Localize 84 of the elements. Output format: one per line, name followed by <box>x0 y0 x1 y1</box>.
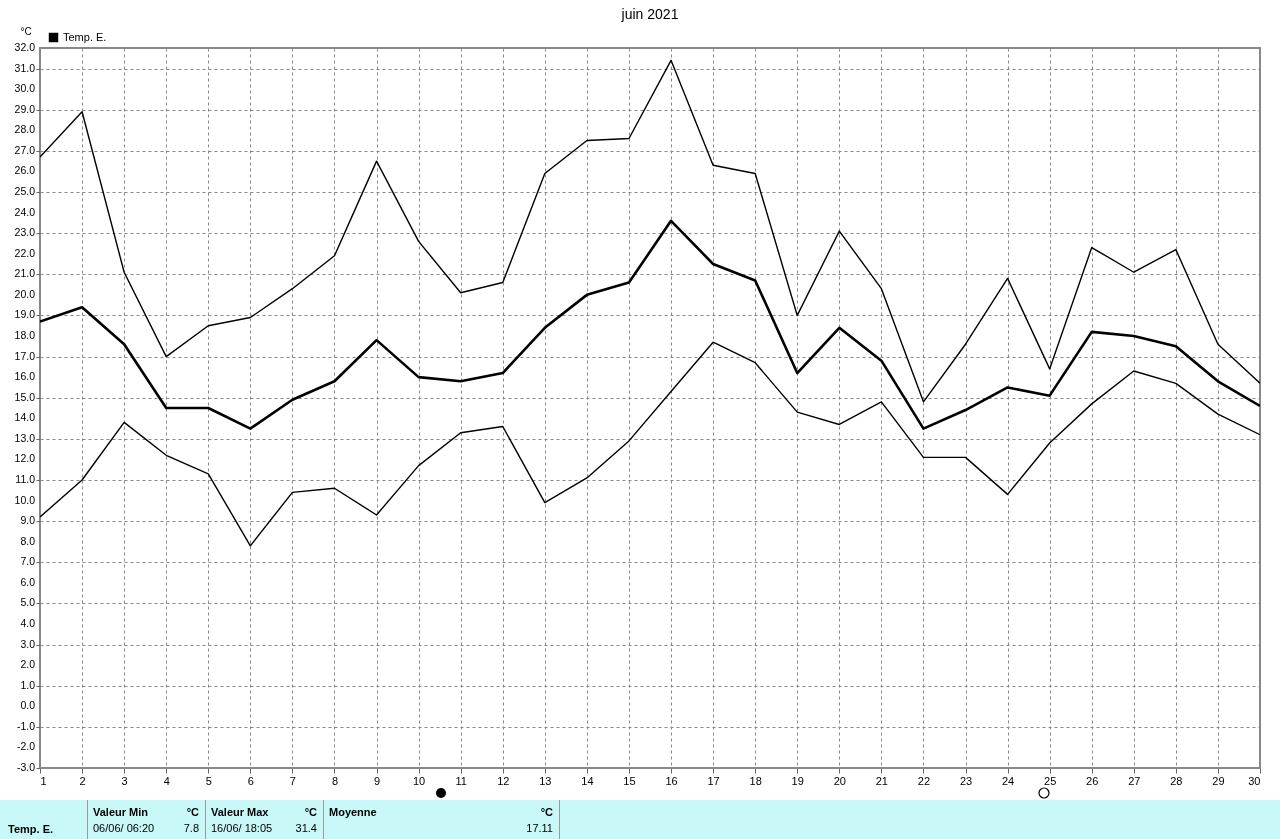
text: °C <box>186 806 199 818</box>
y-tick-label: 4.0 <box>20 617 36 629</box>
x-tick-label: 7 <box>289 774 296 787</box>
y-tick-label: 23.0 <box>14 226 36 239</box>
x-tick-label: 14 <box>581 774 594 787</box>
y-tick-label: 13.0 <box>14 431 36 444</box>
y-tick-label: 8.0 <box>20 534 36 547</box>
y-axis-title: °C <box>20 25 32 37</box>
text: Valeur Max <box>211 806 269 818</box>
y-tick-label: 29.0 <box>14 102 36 115</box>
line-series <box>40 59 1260 403</box>
y-tick-label: 1.0 <box>20 678 36 691</box>
text: Valeur Min <box>93 806 149 818</box>
y-tick-label: 22.0 <box>14 246 36 259</box>
x-tick-label: 22 <box>917 774 931 787</box>
x-tick-label: 18 <box>749 774 762 787</box>
x-tick-label: 3 <box>121 774 128 787</box>
y-tick-label: 3.0 <box>20 637 36 650</box>
x-tick-label: 20 <box>833 774 846 787</box>
text: Temp. E. <box>8 823 54 835</box>
text: 06/06/ 06:20 <box>93 822 155 834</box>
text: 16/06/ 18:05 <box>211 822 273 834</box>
x-tick-label: 25 <box>1044 774 1057 787</box>
line-series <box>40 219 1260 430</box>
text: 17.11 <box>526 822 553 834</box>
y-tick-label: -1.0 <box>16 719 36 732</box>
x-tick-label: 24 <box>1001 774 1015 787</box>
y-tick-label: 11.0 <box>15 473 36 485</box>
y-tick-label: 17.0 <box>14 349 36 362</box>
x-tick-label: 9 <box>373 774 381 787</box>
x-tick-label: 19 <box>791 774 804 787</box>
y-tick-label: 14.0 <box>14 411 36 424</box>
x-tick-label: 15 <box>623 774 636 787</box>
y-tick-label: 6.0 <box>20 575 36 588</box>
y-tick-label: 5.0 <box>20 596 36 609</box>
y-tick-label: 31.0 <box>14 61 36 74</box>
y-tick-label: 0.0 <box>20 699 36 712</box>
y-tick-label: 21.0 <box>14 267 36 280</box>
x-tick-label: 21 <box>875 774 888 787</box>
y-tick-label: 7.0 <box>20 555 36 568</box>
x-tick-label: 10 <box>413 774 426 787</box>
text: 31.4 <box>295 822 317 834</box>
line-series <box>40 341 1260 547</box>
x-tick-label: 26 <box>1086 774 1099 787</box>
x-tick-label: 28 <box>1170 774 1183 787</box>
x-tick-label: 12 <box>497 774 510 787</box>
x-tick-label: 13 <box>539 774 552 787</box>
y-tick-label: -3.0 <box>16 761 36 773</box>
y-tick-label: 9.0 <box>20 514 36 527</box>
chart-title: juin 2021 <box>620 6 679 22</box>
x-tick-label: 27 <box>1128 774 1141 787</box>
x-tick-label: 8 <box>331 774 339 787</box>
text: °C <box>540 806 553 818</box>
y-tick-label: 18.0 <box>14 329 36 341</box>
x-tick-label: 11 <box>455 774 467 787</box>
y-tick-label: 27.0 <box>14 143 36 156</box>
text: Moyenne <box>329 806 377 818</box>
text: 7.8 <box>183 822 199 834</box>
x-tick-label: 16 <box>665 774 678 787</box>
y-tick-label: 12.0 <box>14 452 36 465</box>
x-tick-label: 2 <box>79 774 86 787</box>
y-tick-label: 28.0 <box>14 123 36 136</box>
x-tick-label: 4 <box>163 774 170 787</box>
x-tick-label: 23 <box>959 774 973 787</box>
legend-label: Temp. E. <box>63 30 107 43</box>
x-tick-label: 1 <box>40 774 47 787</box>
y-tick-label: 19.0 <box>14 308 36 321</box>
x-tick-label: 6 <box>247 774 254 787</box>
y-tick-label: 2.0 <box>20 658 36 671</box>
y-tick-label: 20.0 <box>14 287 36 300</box>
y-tick-label: 32.0 <box>14 41 36 53</box>
x-tick-label: 5 <box>205 774 212 787</box>
y-tick-label: 24.0 <box>14 205 36 218</box>
text: °C <box>304 806 317 818</box>
y-tick-label: 16.0 <box>14 370 36 383</box>
y-tick-label: -2.0 <box>16 740 36 753</box>
y-tick-label: 25.0 <box>14 185 36 197</box>
x-tick-label: 30 <box>1248 774 1261 787</box>
y-tick-label: 10.0 <box>14 493 36 506</box>
y-tick-label: 26.0 <box>14 164 36 177</box>
y-tick-label: 30.0 <box>14 82 36 95</box>
x-tick-label: 17 <box>707 774 720 787</box>
x-tick-label: 29 <box>1212 774 1225 787</box>
y-tick-label: 15.0 <box>14 390 36 403</box>
